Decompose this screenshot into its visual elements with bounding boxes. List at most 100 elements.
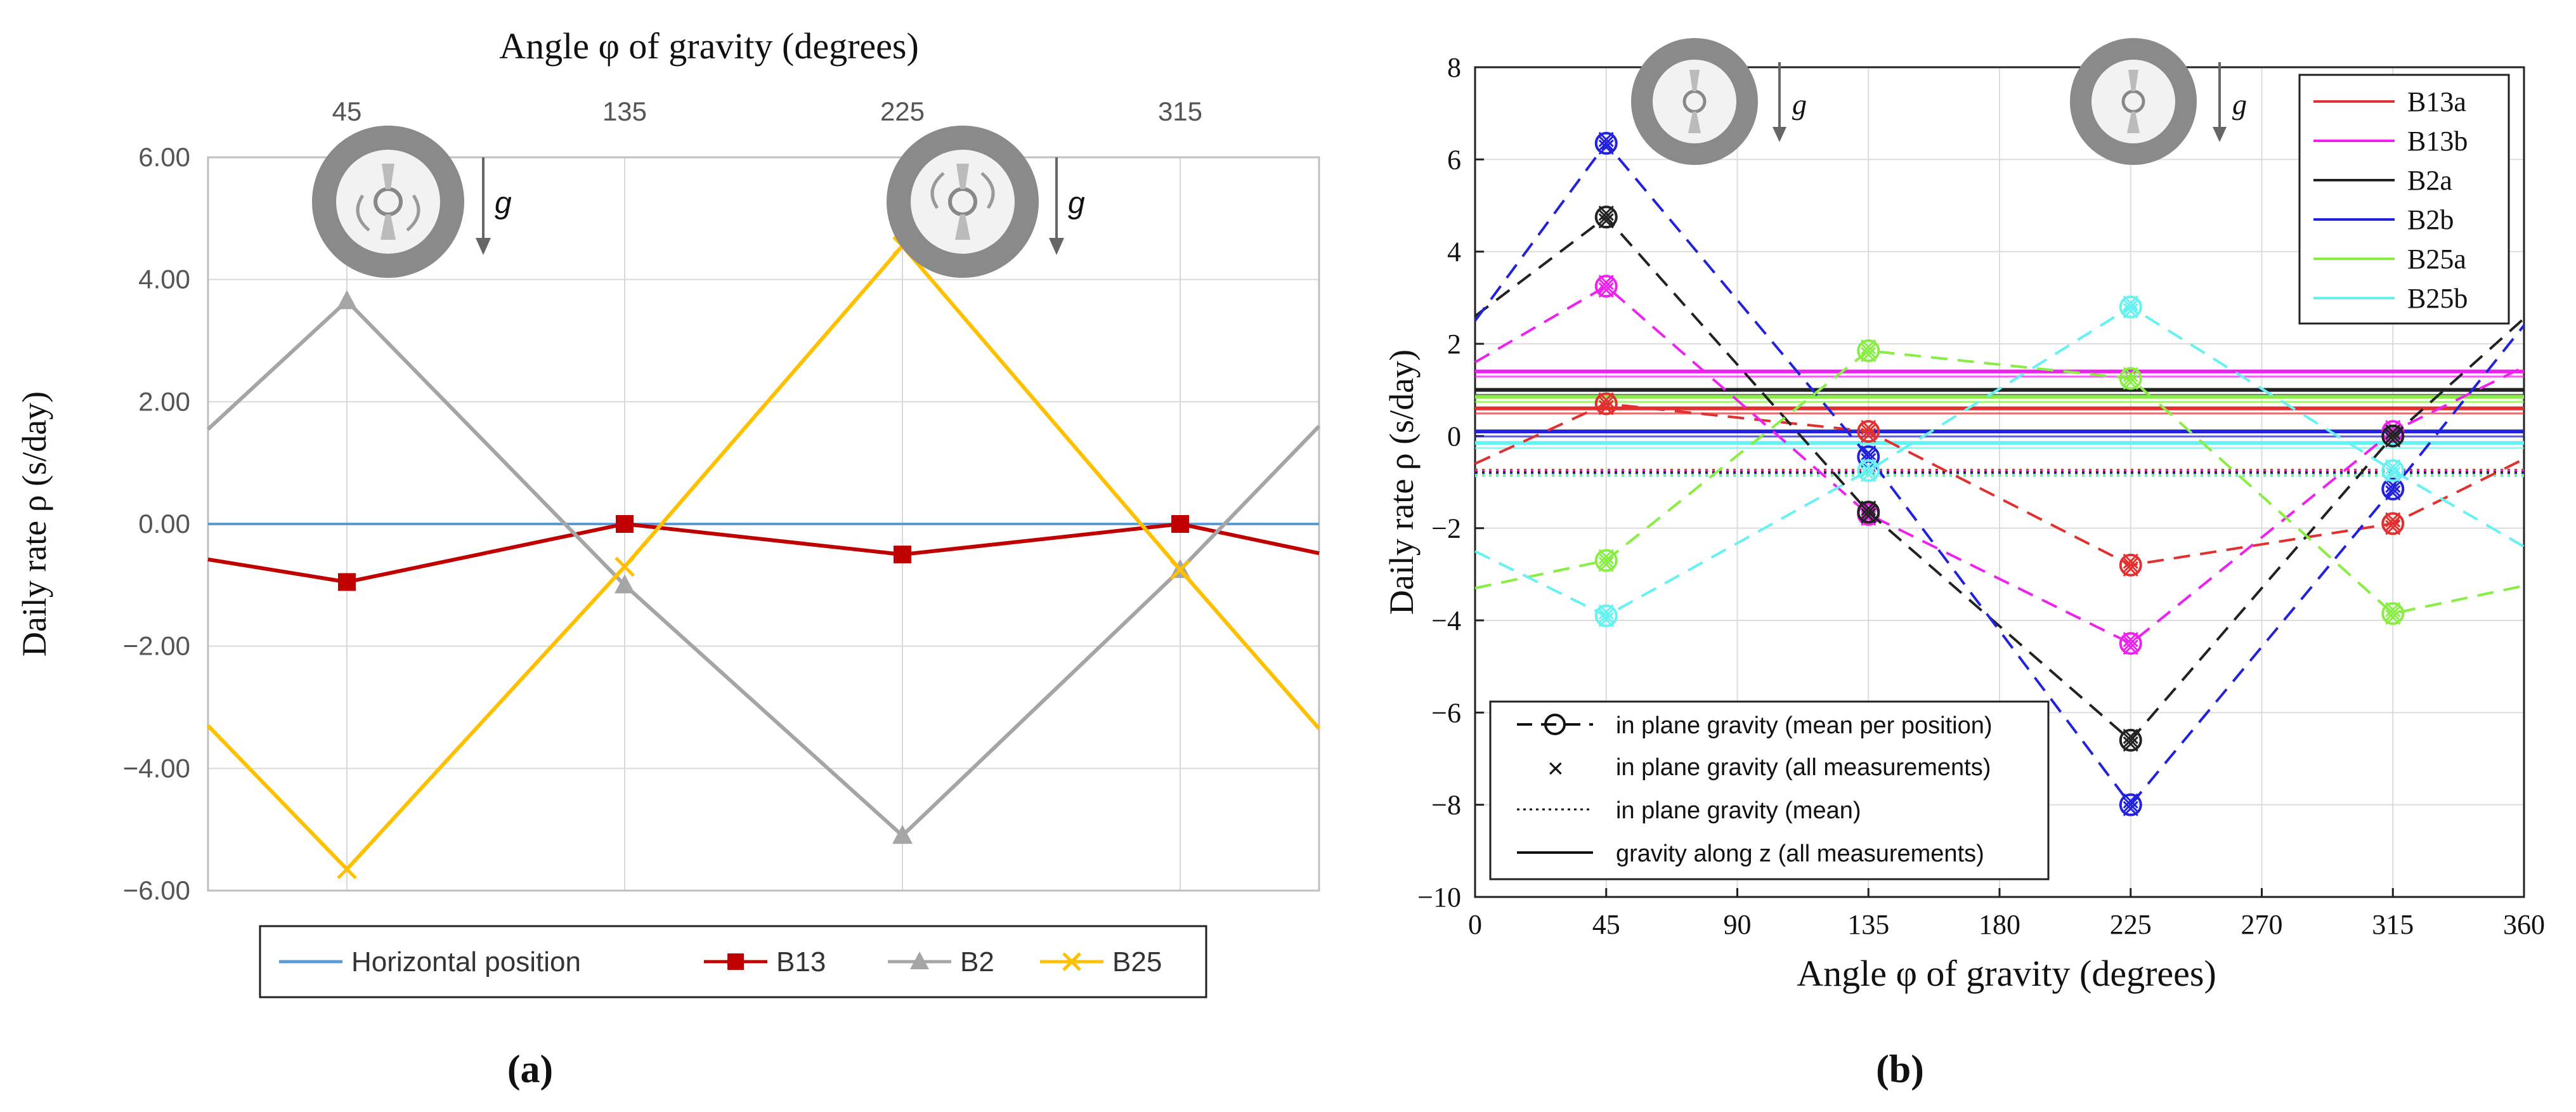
chart-b-point-measure-b13a	[2123, 561, 2138, 577]
chart-a-legend-entry-b13: B13	[704, 946, 826, 978]
chart-a-legend-entry-b25: B25	[1040, 946, 1162, 978]
chart-b-point-mean-b13a	[2381, 512, 2405, 535]
chart-b-point-mean-b13a	[1857, 420, 1880, 443]
chart-b-point-measure-b2b	[2385, 481, 2401, 497]
balance-wheel-icon-225	[887, 126, 1039, 278]
chart-b-point-measure-b13a	[2123, 553, 2138, 569]
chart-a-point-b25	[337, 859, 357, 880]
panel-label-b: (b)	[1876, 1048, 1924, 1091]
chart-b-series-legend	[2298, 74, 2510, 325]
svg-text:Horizontal position: Horizontal position	[351, 946, 581, 978]
svg-text:B13b: B13b	[2407, 126, 2468, 157]
chart-b-point-measure-b2a	[1598, 213, 1614, 229]
svg-text:in plane gravity (mean): in plane gravity (mean)	[1616, 797, 1861, 824]
chart-b-point-measure-b25a	[1861, 346, 1877, 362]
panel-label-a: (a)	[507, 1048, 553, 1091]
chart-b: 0 45 90 135 180 225 270 315 360 8 6 4 2 0 −2 −4 −6 −8 −10…	[1382, 38, 2545, 1091]
chart-a-ytick-label: 4.00	[138, 265, 190, 294]
chart-b-point-measure-b13b	[1598, 275, 1614, 291]
chart-b-point-measure-b13b	[2123, 636, 2138, 651]
chart-b-point-mean-b25b	[2381, 459, 2405, 482]
chart-b-series-b13b	[1474, 284, 2525, 645]
gravity-label-a2: g	[1068, 186, 1085, 220]
chart-b-point-mean-b13a	[1594, 392, 1618, 415]
chart-b-point-mean-b25a	[2381, 602, 2405, 625]
chart-b-point-measure-b13a	[2385, 520, 2401, 535]
chart-b-point-measure-b25a	[1861, 343, 1877, 358]
chart-b-point-measure-b2b	[1598, 131, 1614, 147]
chart-b-point-mean-b2b	[2119, 793, 2142, 816]
chart-b-point-mean-b13b	[2119, 632, 2142, 655]
chart-b-point-measure-b13b	[1861, 506, 1877, 522]
svg-text:in plane gravity (mean per pos: in plane gravity (mean per position)	[1616, 712, 1993, 739]
chart-a-point-b13	[1171, 515, 1189, 533]
chart-b-point-measure-b13a	[1861, 420, 1877, 436]
chart-b-point-measure-b2a	[2123, 728, 2138, 744]
chart-b-series-b13a	[1474, 402, 2525, 566]
balance-wheel-icon-45	[312, 126, 464, 278]
chart-b-point-measure-b25b	[1861, 462, 1877, 478]
chart-b-ytick-label: 0	[1447, 421, 1461, 452]
chart-b-xtick-label: 180	[1979, 909, 2020, 940]
chart-b-ytick-label: 6	[1447, 144, 1461, 175]
chart-a-point-b25	[1170, 559, 1190, 580]
svg-text:B25: B25	[1112, 946, 1162, 978]
chart-a-xtick-label: 135	[602, 96, 647, 126]
chart-b-point-measure-b25b	[2385, 466, 2401, 482]
chart-a-ytick-label: −6.00	[123, 875, 190, 905]
chart-b-style-legend	[1489, 700, 2050, 880]
chart-b-ytick-label: −2	[1431, 513, 1461, 544]
svg-text:B25a: B25a	[2407, 244, 2466, 275]
balance-wheel-icon-b-45	[1631, 38, 1758, 165]
gravity-label-a1: g	[495, 186, 512, 220]
chart-b-ytick-label: 4	[1447, 237, 1461, 268]
chart-b-point-mean-b2a	[1857, 500, 1880, 524]
chart-a-point-b2	[892, 825, 913, 844]
svg-text:B13: B13	[776, 946, 826, 978]
chart-b-xtick-label: 135	[1847, 909, 1889, 940]
chart-b-point-measure-b2a	[2123, 736, 2138, 752]
chart-b-point-measure-b13a	[1598, 396, 1614, 412]
chart-b-point-measure-b25a	[2123, 370, 2138, 386]
chart-b-point-measure-b2b	[1598, 135, 1614, 151]
svg-text:gravity along z (all measureme: gravity along z (all measurements)	[1616, 841, 1984, 867]
chart-b-point-mean-b25b	[1594, 604, 1618, 627]
chart-a-series-b13	[207, 521, 1320, 584]
chart-b-point-measure-b25b	[2385, 462, 2401, 478]
gravity-label-b1: g	[1792, 88, 1807, 121]
chart-a-point-b25	[615, 556, 635, 577]
chart-b-point-mean-b13b	[1594, 275, 1618, 298]
chart-b-point-measure-b13a	[2123, 557, 2138, 573]
chart-b-point-mean-b25a	[1857, 339, 1880, 362]
chart-a-point-b13	[894, 546, 911, 564]
chart-b-point-measure-b25b	[1861, 466, 1877, 482]
chart-b-point-mean-b2b	[2381, 477, 2405, 500]
chart-b-point-measure-b25b	[2123, 303, 2138, 318]
chart-a-series-b2	[206, 298, 1321, 839]
chart-b-point-measure-b2a	[1861, 500, 1877, 516]
chart-b-point-measure-b13a	[1861, 424, 1877, 440]
chart-b-ytick-label: −6	[1431, 697, 1461, 728]
chart-b-point-measure-b25a	[2385, 602, 2401, 618]
chart-b-point-measure-b13a	[2385, 516, 2401, 532]
gravity-arrowhead-a2	[1049, 238, 1064, 255]
chart-b-xtick-label: 225	[2110, 909, 2152, 940]
chart-b-point-measure-b13b	[2123, 639, 2138, 655]
chart-b-legend-entry-b2a: B2a	[2313, 165, 2452, 196]
chart-b-point-mean-b2b	[1594, 131, 1618, 155]
chart-b-point-measure-b2a	[1861, 504, 1877, 520]
chart-b-legend-entry-b13b: B13b	[2313, 126, 2468, 157]
chart-a-point-b2	[615, 574, 635, 594]
chart-a-xlabel: Angle φ of gravity (degrees)	[499, 25, 919, 67]
chart-b-xtick-label: 360	[2503, 909, 2545, 940]
chart-b-point-measure-b25b	[2123, 299, 2138, 315]
chart-a: Angle φ of gravity (degrees) 45 135 225 315…	[15, 25, 1321, 1091]
chart-b-point-measure-b25a	[2123, 374, 2138, 390]
chart-a-xtick-label: 315	[1158, 96, 1202, 126]
svg-text:×: ×	[1547, 753, 1564, 784]
chart-b-series-b25a	[1474, 349, 2525, 615]
balance-wheel-icon-b-225	[2070, 38, 2197, 165]
svg-text:B2a: B2a	[2407, 165, 2452, 196]
chart-b-ytick-label: −8	[1431, 790, 1461, 821]
chart-b-point-measure-b25a	[1598, 549, 1614, 565]
